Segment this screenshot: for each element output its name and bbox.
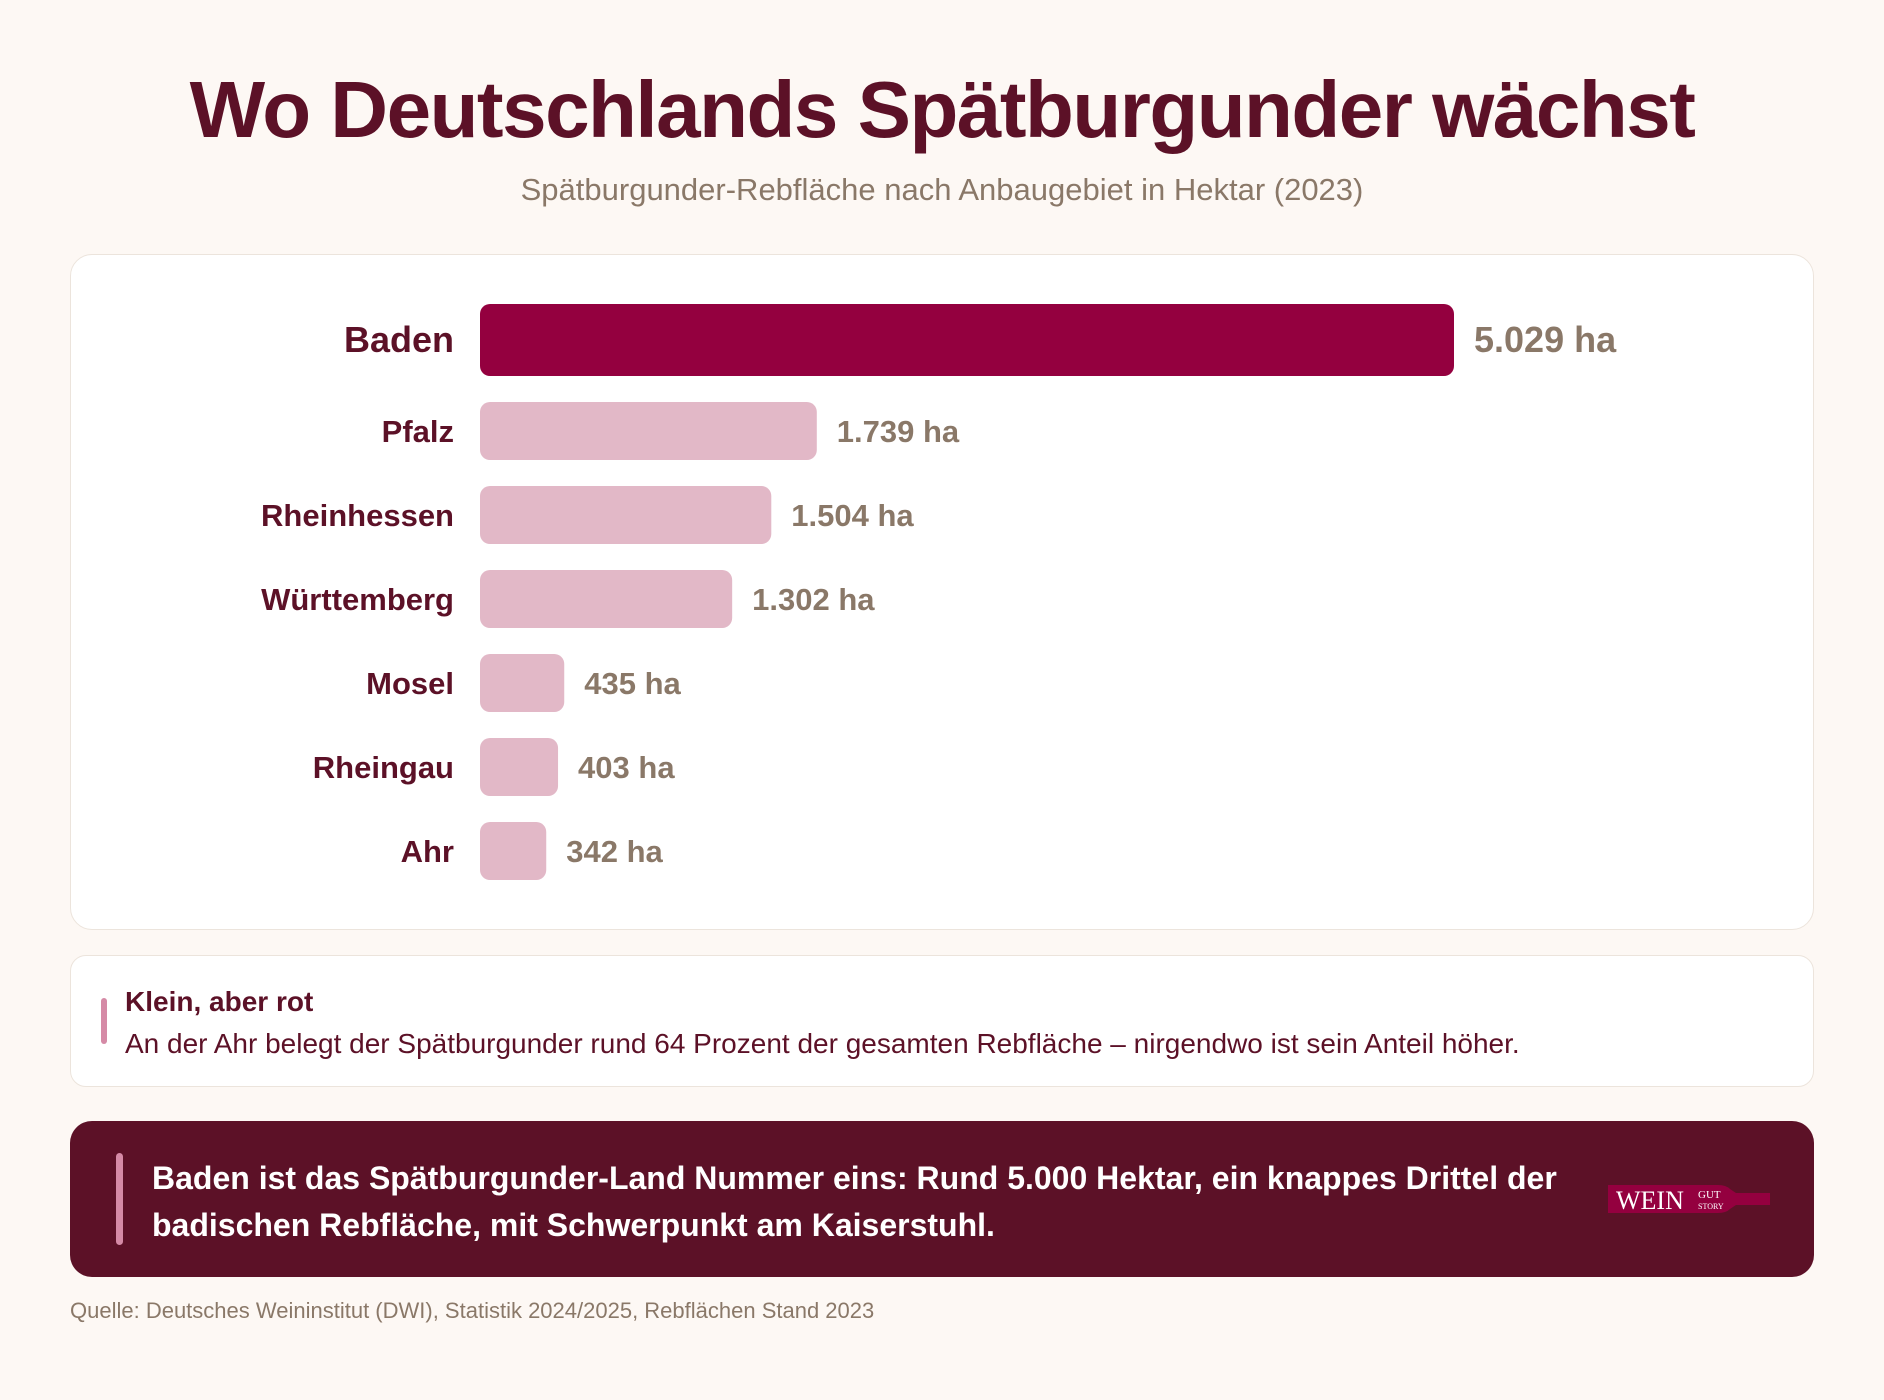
bar-2 bbox=[480, 486, 772, 544]
bar-value-4: 435 ha bbox=[584, 666, 681, 701]
weingut-story-logo: WEIN GUT STORY bbox=[1608, 1185, 1770, 1215]
logo-gut-text: GUT bbox=[1698, 1189, 1721, 1201]
note-card: Klein, aber rot An der Ahr belegt der Sp… bbox=[70, 955, 1814, 1087]
source-note: Quelle: Deutsches Weininstitut (DWI), St… bbox=[70, 1298, 875, 1323]
banner-text: Baden ist das Spätburgunder-Land Nummer … bbox=[152, 1160, 1557, 1243]
bar-6 bbox=[480, 822, 547, 880]
bar-chart: Baden 5.029 ha Pfalz 1.739 ha Rheinhessen 1.5… bbox=[261, 304, 1617, 880]
logo-story-text: STORY bbox=[1698, 1202, 1724, 1211]
bar-label-3: Württemberg bbox=[261, 582, 454, 617]
bar-3 bbox=[480, 570, 733, 628]
bar-value-2: 1.504 ha bbox=[791, 498, 914, 533]
summary-banner: Baden ist das Spätburgunder-Land Nummer … bbox=[70, 1121, 1814, 1277]
chart-card: Baden 5.029 ha Pfalz 1.739 ha Rheinhessen 1.5… bbox=[70, 254, 1814, 930]
bar-value-3: 1.302 ha bbox=[752, 582, 875, 617]
logo-bottle-shape bbox=[1608, 1185, 1770, 1213]
bar-value-6: 342 ha bbox=[566, 834, 663, 869]
page-title: Wo Deutschlands Spätburgunder wächst bbox=[189, 65, 1696, 154]
note-text: An der Ahr belegt der Spätburgunder rund… bbox=[125, 1028, 1520, 1059]
bar-label-2: Rheinhessen bbox=[261, 498, 454, 533]
bar-value-5: 403 ha bbox=[578, 750, 675, 785]
note-title: Klein, aber rot bbox=[125, 986, 314, 1017]
bar-label-1: Pfalz bbox=[382, 414, 454, 449]
note-accent-bar bbox=[101, 998, 107, 1044]
bar-1 bbox=[480, 402, 817, 460]
bar-5 bbox=[480, 738, 559, 796]
bar-4 bbox=[480, 654, 565, 712]
page-subtitle: Spätburgunder-Rebfläche nach Anbaugebiet… bbox=[520, 172, 1364, 207]
bar-0 bbox=[480, 304, 1454, 376]
bar-label-0: Baden bbox=[344, 319, 454, 360]
bar-value-0: 5.029 ha bbox=[1474, 319, 1617, 360]
logo-wein-text: WEIN bbox=[1616, 1186, 1684, 1215]
bar-label-5: Rheingau bbox=[313, 750, 454, 785]
bar-label-4: Mosel bbox=[366, 666, 454, 701]
bar-label-6: Ahr bbox=[401, 834, 454, 869]
banner-accent-bar bbox=[116, 1153, 123, 1245]
bar-value-1: 1.739 ha bbox=[837, 414, 960, 449]
